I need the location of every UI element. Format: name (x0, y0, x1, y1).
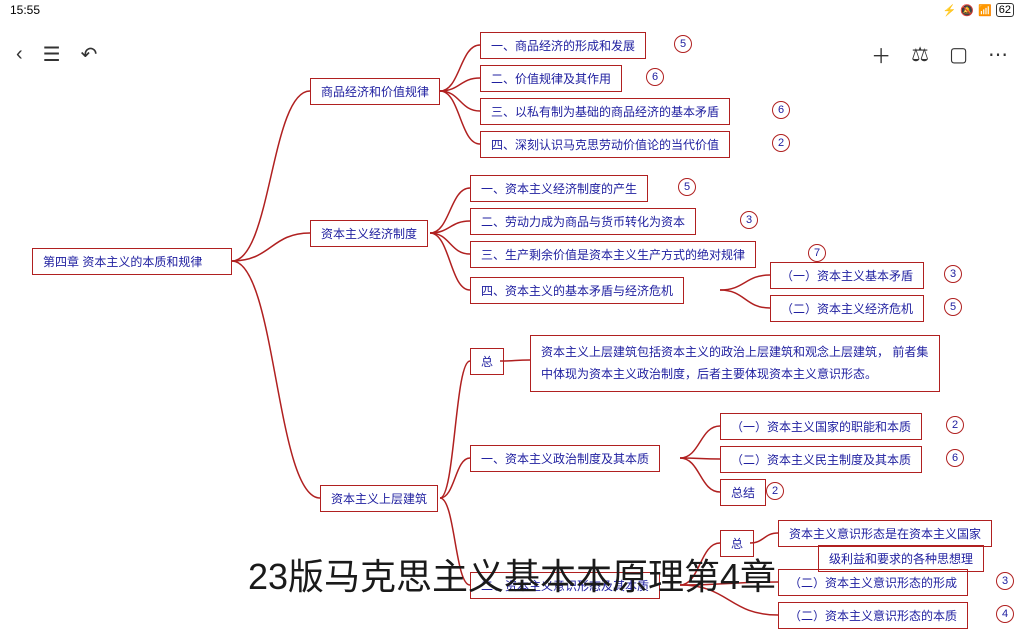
mindmap-node[interactable]: 总结 (720, 479, 766, 506)
mindmap-node[interactable]: 三、生产剩余价值是资本主义生产方式的绝对规律 (470, 241, 756, 268)
mindmap-node[interactable]: 资本主义经济制度 (310, 220, 428, 247)
count-badge: 3 (740, 211, 758, 229)
overlay-title: 23版马克思主义基本本原理第4章 (0, 548, 1024, 600)
mindmap-node[interactable]: （二）资本主义经济危机 (770, 295, 924, 322)
mindmap-node[interactable]: （一）资本主义国家的职能和本质 (720, 413, 922, 440)
mindmap-node[interactable]: 资本主义上层建筑 (320, 485, 438, 512)
count-badge: 5 (678, 178, 696, 196)
count-badge: 2 (772, 134, 790, 152)
mindmap-node[interactable]: 资本主义意识形态是在资本主义国家 (778, 520, 992, 547)
mindmap-node[interactable]: （二）资本主义意识形态的本质 (778, 602, 968, 629)
count-badge: 6 (772, 101, 790, 119)
count-badge: 7 (808, 244, 826, 262)
mindmap-node[interactable]: （二）资本主义民主制度及其本质 (720, 446, 922, 473)
mindmap-node[interactable]: 四、资本主义的基本矛盾与经济危机 (470, 277, 684, 304)
count-badge: 5 (944, 298, 962, 316)
mindmap-node[interactable]: 一、商品经济的形成和发展 (480, 32, 646, 59)
mindmap-node[interactable]: 三、以私有制为基础的商品经济的基本矛盾 (480, 98, 730, 125)
mindmap-node[interactable]: 四、深刻认识马克思劳动价值论的当代价值 (480, 131, 730, 158)
mindmap-node[interactable]: 商品经济和价值规律 (310, 78, 440, 105)
mindmap-node[interactable]: 二、劳动力成为商品与货币转化为资本 (470, 208, 696, 235)
mindmap-node[interactable]: 二、价值规律及其作用 (480, 65, 622, 92)
count-badge: 6 (646, 68, 664, 86)
mindmap-node[interactable]: （一）资本主义基本矛盾 (770, 262, 924, 289)
count-badge: 2 (766, 482, 784, 500)
mindmap-node[interactable]: 资本主义上层建筑包括资本主义的政治上层建筑和观念上层建筑， 前者集中体现为资本主… (530, 335, 940, 392)
count-badge: 3 (944, 265, 962, 283)
mindmap-node[interactable]: 总 (470, 348, 504, 375)
count-badge: 5 (674, 35, 692, 53)
count-badge: 6 (946, 449, 964, 467)
count-badge: 4 (996, 605, 1014, 623)
count-badge: 2 (946, 416, 964, 434)
mindmap-node[interactable]: 第四章 资本主义的本质和规律 (32, 248, 232, 275)
mindmap-node[interactable]: 一、资本主义经济制度的产生 (470, 175, 648, 202)
mindmap-node[interactable]: 一、资本主义政治制度及其本质 (470, 445, 660, 472)
